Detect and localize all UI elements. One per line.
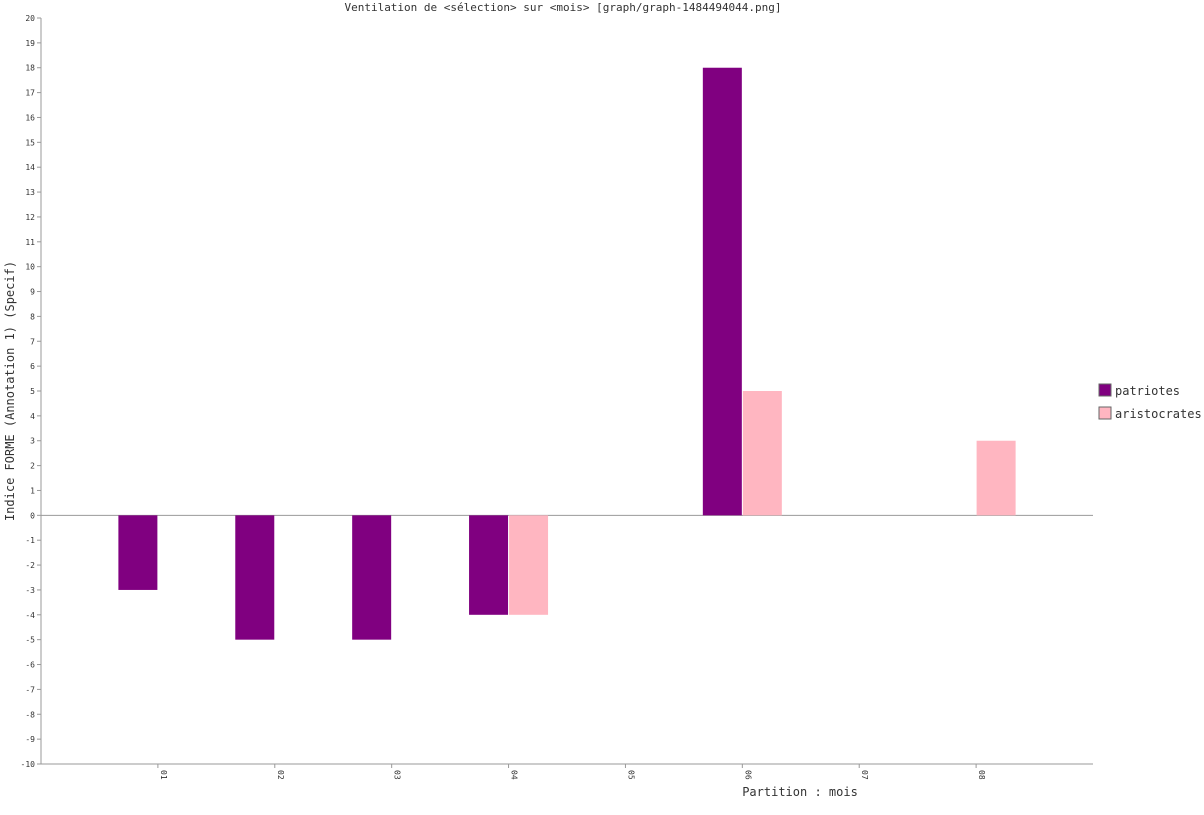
- x-tick-label: 06: [743, 770, 752, 780]
- legend-swatch: [1098, 406, 1112, 420]
- y-tick-label: 8: [30, 312, 35, 321]
- bar-patriotes-01: [118, 515, 158, 590]
- y-tick-label: 6: [30, 362, 35, 371]
- y-tick-label: 3: [30, 437, 35, 446]
- x-tick-label: 02: [276, 770, 285, 780]
- bar-aristocrates-08: [976, 440, 1016, 516]
- y-axis-ticks: -10-9-8-7-6-5-4-3-2-10123456789101112131…: [21, 14, 41, 769]
- y-tick-label: 19: [25, 39, 35, 48]
- y-tick-label: -9: [25, 735, 35, 744]
- bar-aristocrates-04: [509, 515, 549, 615]
- legend-label: patriotes: [1115, 384, 1180, 398]
- y-tick-label: -8: [25, 710, 35, 719]
- y-tick-label: -1: [25, 536, 35, 545]
- bars: [118, 67, 1016, 640]
- y-tick-label: -2: [25, 561, 35, 570]
- bar-aristocrates-06: [742, 391, 782, 516]
- y-axis-title: Indice FORME (Annotation 1) (Specif): [3, 261, 17, 521]
- bar-patriotes-04: [469, 515, 509, 615]
- y-tick-label: 0: [30, 511, 35, 520]
- bar-patriotes-02: [235, 515, 275, 640]
- legend-swatch: [1098, 383, 1112, 397]
- y-tick-label: -4: [25, 611, 35, 620]
- y-tick-label: 7: [30, 337, 35, 346]
- x-tick-label: 03: [393, 770, 402, 780]
- x-tick-label: 04: [510, 770, 519, 780]
- y-tick-label: 13: [25, 188, 35, 197]
- x-tick-label: 07: [860, 770, 869, 780]
- y-tick-label: 16: [25, 113, 35, 122]
- y-tick-label: 4: [30, 412, 35, 421]
- y-tick-label: -5: [25, 636, 35, 645]
- y-tick-label: 5: [30, 387, 35, 396]
- x-axis-title: Partition : mois: [742, 785, 858, 799]
- y-tick-label: -6: [25, 661, 35, 670]
- y-tick-label: 2: [30, 462, 35, 471]
- x-tick-label: 05: [626, 770, 635, 780]
- legend-label: aristocrates: [1115, 407, 1202, 421]
- y-tick-label: 15: [25, 138, 35, 147]
- axes: [40, 18, 1093, 765]
- chart-title: Ventilation de <sélection> sur <mois> [g…: [344, 1, 781, 14]
- y-tick-label: 1: [30, 486, 35, 495]
- y-tick-label: 14: [25, 163, 35, 172]
- y-tick-label: -3: [25, 586, 35, 595]
- bar-patriotes-06: [702, 67, 742, 516]
- y-tick-label: -10: [21, 760, 36, 769]
- y-tick-label: 12: [25, 213, 35, 222]
- x-axis-ticks: 01 02 03 04 05 06 07 08: [157, 764, 986, 780]
- x-tick-label: 08: [977, 770, 986, 780]
- bar-patriotes-03: [352, 515, 392, 640]
- y-tick-label: 11: [25, 238, 35, 247]
- y-tick-label: 10: [25, 263, 35, 272]
- x-tick-label: 01: [159, 770, 168, 780]
- y-tick-label: -7: [25, 685, 35, 694]
- legend: patriotes aristocrates: [1098, 383, 1202, 421]
- y-tick-label: 9: [30, 288, 35, 297]
- y-tick-label: 20: [25, 14, 35, 23]
- y-tick-label: 18: [25, 64, 35, 73]
- y-tick-label: 17: [25, 89, 35, 98]
